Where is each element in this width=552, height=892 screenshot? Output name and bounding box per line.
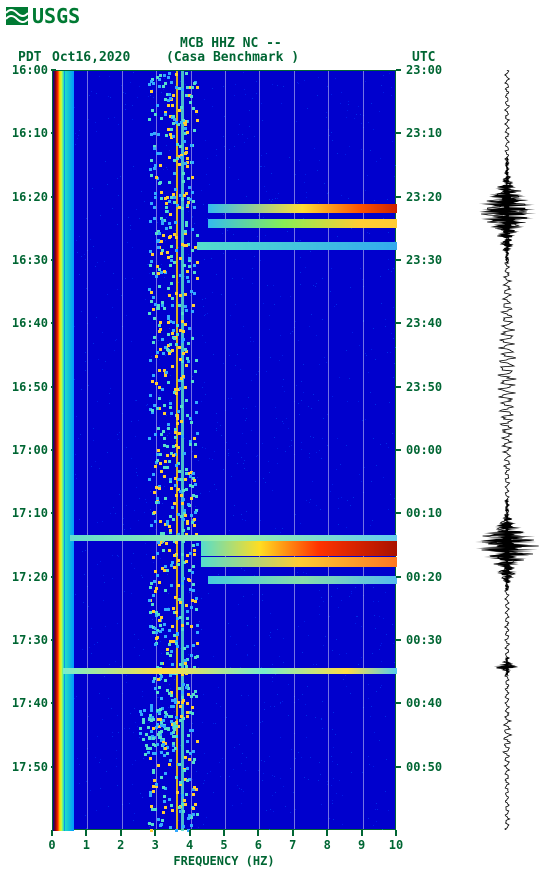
x-tick: 4	[186, 838, 193, 852]
left-tick: 16:40	[12, 316, 48, 330]
right-tick: 23:50	[406, 380, 442, 394]
x-tick: 0	[48, 838, 55, 852]
x-tick: 2	[117, 838, 124, 852]
left-tick: 17:40	[12, 696, 48, 710]
x-tick: 5	[220, 838, 227, 852]
x-axis-label: FREQUENCY (HZ)	[52, 854, 396, 868]
left-tick: 17:00	[12, 443, 48, 457]
site-label: (Casa Benchmark )	[166, 50, 299, 65]
right-tick: 00:20	[406, 570, 442, 584]
frequency-axis: FREQUENCY (HZ) 012345678910	[52, 830, 396, 870]
x-tick: 10	[389, 838, 403, 852]
left-tick: 16:30	[12, 253, 48, 267]
usgs-logo: USGS	[0, 0, 552, 32]
right-tick: 00:00	[406, 443, 442, 457]
x-tick: 6	[255, 838, 262, 852]
seismogram	[462, 70, 552, 830]
left-tick: 17:20	[12, 570, 48, 584]
x-tick: 9	[358, 838, 365, 852]
right-tick: 23:10	[406, 126, 442, 140]
chart-header: PDT Oct16,2020 MCB HHZ NC -- (Casa Bench…	[0, 32, 552, 70]
right-tick: 23:00	[406, 63, 442, 77]
right-tick: 23:30	[406, 253, 442, 267]
right-tick: 23:40	[406, 316, 442, 330]
left-tick: 16:50	[12, 380, 48, 394]
spectrogram	[52, 70, 396, 830]
right-tick: 00:30	[406, 633, 442, 647]
x-tick: 1	[83, 838, 90, 852]
right-tick: 00:10	[406, 506, 442, 520]
right-tick: 23:20	[406, 190, 442, 204]
right-tick: 00:50	[406, 760, 442, 774]
left-tick: 16:00	[12, 63, 48, 77]
left-tick: 16:10	[12, 126, 48, 140]
left-tick: 17:30	[12, 633, 48, 647]
x-tick: 3	[152, 838, 159, 852]
logo-text: USGS	[32, 4, 80, 28]
right-tick: 00:40	[406, 696, 442, 710]
x-tick: 7	[289, 838, 296, 852]
left-tick: 17:50	[12, 760, 48, 774]
date-label: Oct16,2020	[52, 50, 130, 65]
x-tick: 8	[324, 838, 331, 852]
station-label: MCB HHZ NC --	[180, 36, 282, 51]
left-tick: 16:20	[12, 190, 48, 204]
left-tick: 17:10	[12, 506, 48, 520]
wave-icon	[6, 7, 28, 25]
